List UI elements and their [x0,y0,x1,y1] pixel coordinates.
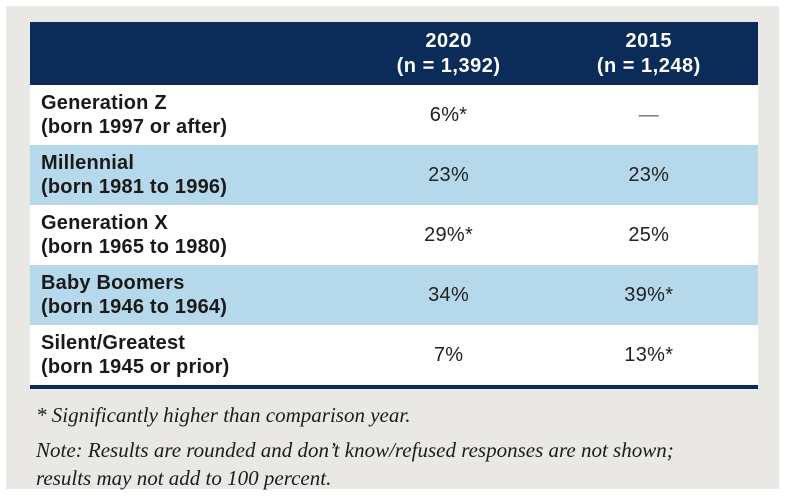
table-row: Generation Z (born 1997 or after) 6%* — [30,85,758,145]
table-row: Silent/Greatest (born 1945 or prior) 7% … [30,325,758,385]
generation-detail: (born 1946 to 1964) [41,296,228,318]
generation-label-cell: Generation X (born 1965 to 1980) [30,211,358,259]
generation-detail: (born 1945 or prior) [41,356,230,378]
value-2020: 34% [428,283,470,306]
table-bottom-rule [30,385,758,389]
footnotes: * Significantly higher than comparison y… [36,394,736,492]
generation-label-cell: Silent/Greatest (born 1945 or prior) [30,331,358,379]
header-2020-year: 2020 [425,29,472,52]
header-2020-cell: 2020 (n = 1,392) [358,29,540,79]
rounding-note: Note: Results are rounded and don’t know… [36,438,674,490]
table-header-row: 2020 (n = 1,392) 2015 (n = 1,248) [30,22,758,85]
generation-detail: (born 1997 or after) [41,116,228,138]
value-2020: 6%* [429,103,468,126]
header-2020-sample-size: (n = 1,392) [396,54,501,77]
panel-background: 2020 (n = 1,392) 2015 (n = 1,248) Genera… [6,6,779,492]
generation-name: Generation Z [41,92,167,114]
value-2015: 13%* [624,343,674,366]
table-row: Baby Boomers (born 1946 to 1964) 34% 39%… [30,265,758,325]
generation-comparison-table: 2020 (n = 1,392) 2015 (n = 1,248) Genera… [30,22,758,389]
value-2020: 29%* [424,223,474,246]
header-2015-cell: 2015 (n = 1,248) [540,29,758,79]
generation-label-cell: Generation Z (born 1997 or after) [30,91,358,139]
generation-name: Silent/Greatest [41,332,186,354]
header-2015-sample-size: (n = 1,248) [596,54,701,77]
generation-name: Millennial [41,152,135,174]
value-2015: — [638,103,659,126]
value-2015: 23% [628,163,670,186]
table-row: Generation X (born 1965 to 1980) 29%* 25… [30,205,758,265]
header-2015-year: 2015 [625,29,673,52]
generation-detail: (born 1965 to 1980) [41,236,228,258]
value-2015: 25% [628,223,670,246]
generation-label-cell: Millennial (born 1981 to 1996) [30,151,358,199]
significance-footnote: * Significantly higher than comparison y… [36,403,411,427]
value-2020: 23% [428,163,470,186]
generation-detail: (born 1981 to 1996) [41,176,228,198]
table-row: Millennial (born 1981 to 1996) 23% 23% [30,145,758,205]
generation-name: Generation X [41,212,168,234]
value-2015: 39%* [624,283,674,306]
generation-label-cell: Baby Boomers (born 1946 to 1964) [30,271,358,319]
generation-name: Baby Boomers [41,272,185,294]
value-2020: 7% [433,343,464,366]
